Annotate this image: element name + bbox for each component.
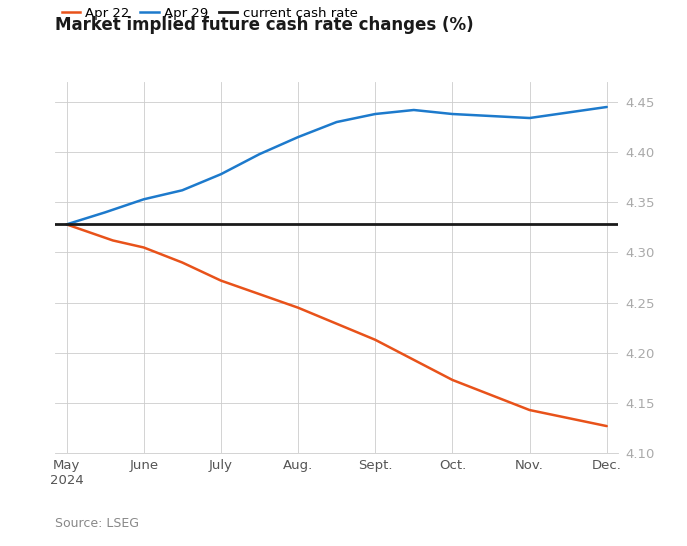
Text: Source: LSEG: Source: LSEG: [55, 517, 139, 530]
Text: Market implied future cash rate changes (%): Market implied future cash rate changes …: [55, 16, 473, 34]
Legend: Apr 22, Apr 29, current cash rate: Apr 22, Apr 29, current cash rate: [62, 7, 357, 20]
